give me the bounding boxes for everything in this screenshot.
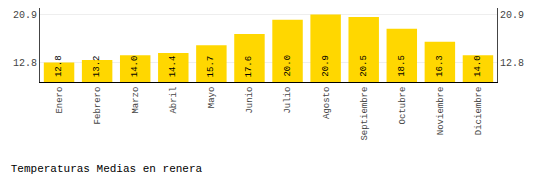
svg-text:Enero: Enero bbox=[55, 87, 65, 114]
svg-text:16.3: 16.3 bbox=[435, 55, 445, 77]
svg-text:Agosto: Agosto bbox=[322, 87, 332, 119]
svg-text:12.8: 12.8 bbox=[500, 58, 524, 69]
svg-text:Febrero: Febrero bbox=[93, 87, 103, 125]
svg-text:20.9: 20.9 bbox=[321, 55, 331, 77]
svg-text:18.5: 18.5 bbox=[397, 55, 407, 77]
svg-text:Abril: Abril bbox=[169, 87, 179, 114]
svg-text:20.9: 20.9 bbox=[13, 10, 37, 21]
svg-text:Septiembre: Septiembre bbox=[360, 87, 370, 141]
svg-text:Octubre: Octubre bbox=[398, 87, 408, 125]
svg-text:12.8: 12.8 bbox=[54, 55, 64, 77]
svg-text:15.7: 15.7 bbox=[206, 56, 216, 78]
svg-text:14.0: 14.0 bbox=[130, 56, 140, 78]
svg-text:14.4: 14.4 bbox=[168, 56, 178, 78]
svg-text:Diciembre: Diciembre bbox=[474, 87, 484, 136]
svg-text:20.5: 20.5 bbox=[359, 55, 369, 77]
svg-text:20.9: 20.9 bbox=[500, 10, 524, 21]
svg-text:Julio: Julio bbox=[283, 87, 293, 114]
svg-text:Mayo: Mayo bbox=[207, 87, 217, 109]
svg-text:12.8: 12.8 bbox=[13, 58, 37, 69]
svg-text:14.0: 14.0 bbox=[473, 55, 483, 77]
svg-text:Noviembre: Noviembre bbox=[436, 87, 446, 136]
svg-text:Marzo: Marzo bbox=[131, 87, 141, 114]
svg-text:20.0: 20.0 bbox=[283, 55, 293, 77]
svg-text:Temperaturas Medias en renera: Temperaturas Medias en renera bbox=[11, 163, 203, 174]
svg-text:13.2: 13.2 bbox=[92, 56, 102, 78]
svg-text:17.6: 17.6 bbox=[244, 56, 254, 78]
svg-text:Junio: Junio bbox=[245, 87, 255, 114]
